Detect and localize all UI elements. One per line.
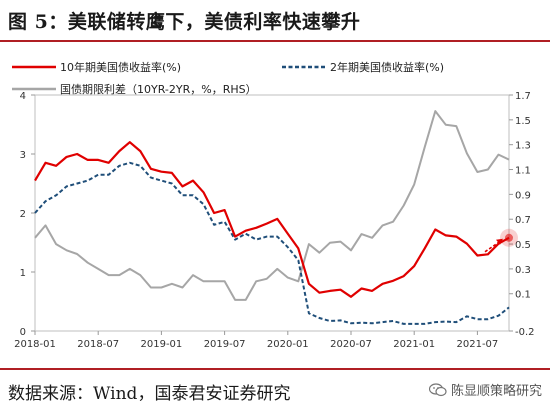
y-right-tick-label: 1.3 (515, 141, 531, 152)
source-bar: 数据来源：Wind，国泰君安证券研究 陈显顺策略研究 (0, 368, 550, 411)
series-line-2 (34, 110, 510, 301)
x-tick-label: 2018-01 (14, 339, 56, 350)
y-right-tick-label: 0.9 (515, 190, 531, 201)
watermark: 陈显顺策略研究 (428, 380, 542, 399)
legend-label-1: 2年期美国债收益率(%) (330, 60, 444, 74)
x-tick-label: 2021-01 (393, 339, 435, 350)
annotation-dot (505, 233, 513, 242)
annotation-arrowhead (496, 238, 503, 245)
legend-label-0: 10年期美国债收益率(%) (60, 60, 181, 74)
legend-label-2: 国债期限利差（10YR-2YR，%，RHS） (60, 82, 257, 96)
figure-title: 图 5：美联储转鹰下，美债利率快速攀升 (8, 11, 361, 33)
wechat-icon (428, 382, 447, 396)
y-left-tick-label: 3 (20, 150, 26, 161)
y-right-tick-label: 1.1 (515, 166, 531, 177)
plot-frame (34, 94, 510, 332)
x-tick-label: 2021-07 (457, 339, 499, 350)
y-left-tick-label: 4 (20, 91, 26, 102)
y-left-tick-label: 1 (20, 268, 26, 279)
y-right-tick-label: -0.2 (515, 327, 535, 338)
y-right-tick-label: 0.7 (515, 215, 531, 226)
y-right-tick-label: 0.5 (515, 240, 531, 251)
y-left-tick-label: 0 (20, 327, 26, 338)
line-chart: 0 1 2 3 4 -0.2 0.1 0.3 0.5 0.7 0.9 1.1 1.3 1.5 1.7 2018… (12, 60, 535, 350)
y-right-tick-label: 1.7 (515, 91, 531, 102)
series-line-0 (34, 141, 510, 298)
x-tick-label: 2019-01 (141, 339, 183, 350)
y-right-tick-label: 1.5 (515, 116, 531, 127)
source-note: 数据来源：Wind，国泰君安证券研究 (8, 384, 291, 404)
watermark-text: 陈显顺策略研究 (450, 384, 542, 399)
title-bar: 图 5：美联储转鹰下，美债利率快速攀升 (0, 0, 550, 42)
y-left-tick-label: 2 (20, 209, 26, 220)
x-tick-label: 2020-07 (330, 339, 372, 350)
x-tick-label: 2019-07 (204, 339, 246, 350)
y-right-tick-label: 0.3 (515, 265, 531, 276)
x-tick-label: 2018-07 (77, 339, 119, 350)
series-line-1 (34, 161, 510, 325)
x-tick-label: 2020-01 (267, 339, 309, 350)
y-right-tick-label: 0.1 (515, 290, 531, 301)
